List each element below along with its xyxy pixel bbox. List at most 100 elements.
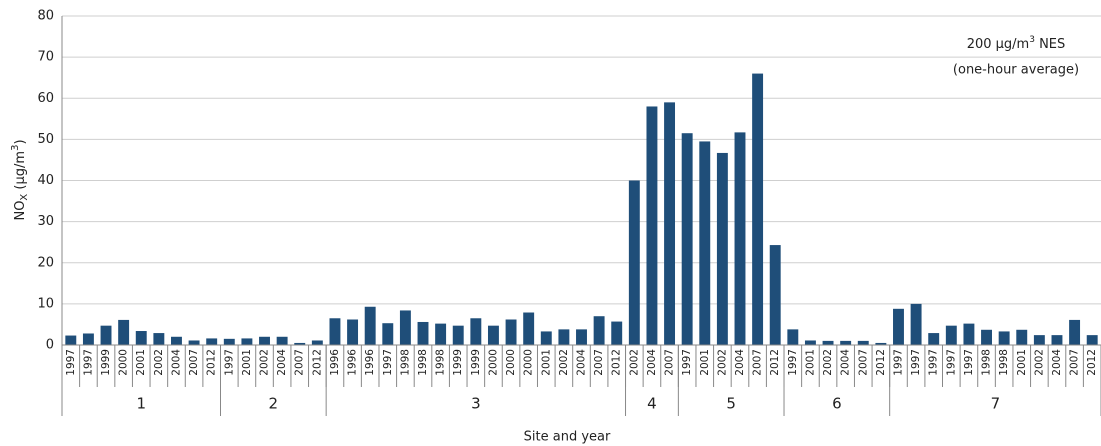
x-tick-label: 2012: [769, 349, 781, 376]
y-title-part: ): [13, 139, 28, 144]
bar: [347, 319, 359, 345]
bar: [664, 102, 676, 345]
bar: [382, 323, 394, 345]
group-label: 6: [832, 395, 842, 413]
x-tick-label: 2000: [523, 349, 535, 376]
x-tick-label: 2012: [875, 349, 887, 376]
bar: [399, 310, 411, 345]
x-tick-label: 1998: [417, 349, 429, 376]
x-tick-label: 1997: [787, 349, 799, 376]
bar: [100, 325, 112, 345]
x-tick-label: 1996: [329, 349, 341, 376]
x-tick-label: 2012: [611, 349, 623, 376]
x-tick-label: 2002: [716, 349, 728, 376]
bar: [1016, 329, 1028, 345]
x-tick-label: 1997: [928, 349, 940, 376]
y-tick-label: 60: [37, 91, 54, 106]
x-tick-label: 2012: [206, 349, 218, 376]
y-title-part: NO: [13, 201, 28, 221]
x-tick-label: 2002: [259, 349, 271, 376]
x-tick-label: 1996: [347, 349, 359, 376]
y-tick-label: 30: [37, 214, 54, 229]
bar: [928, 333, 940, 345]
x-tick-label: 2007: [294, 349, 306, 376]
bar: [752, 73, 764, 345]
x-tick-label: 1998: [981, 349, 993, 376]
group-label: 5: [726, 395, 736, 413]
x-tick-label: 1998: [435, 349, 447, 376]
bar: [769, 245, 781, 345]
bar: [487, 325, 499, 345]
x-tick-label: 1997: [963, 349, 975, 376]
y-title-part: (µg/m: [13, 151, 28, 194]
x-tick-label: 2002: [1033, 349, 1045, 376]
bar: [716, 152, 728, 345]
bar: [593, 316, 605, 345]
bar: [540, 331, 552, 345]
bar: [1033, 335, 1045, 345]
bar: [276, 336, 288, 345]
x-tick-label: 2007: [593, 349, 605, 376]
x-tick-label: 2007: [664, 349, 676, 376]
bar: [681, 133, 693, 345]
x-tick-label: 1998: [399, 349, 411, 376]
group-label: 7: [991, 395, 1001, 413]
group-label: 1: [136, 395, 146, 413]
x-tick-label: 2012: [1086, 349, 1098, 376]
x-tick-label: 1997: [892, 349, 904, 376]
x-tick-label: 1999: [452, 349, 464, 376]
bar: [223, 338, 235, 345]
bar: [576, 329, 587, 345]
bar: [998, 331, 1010, 345]
x-tick-label: 2007: [752, 349, 764, 376]
bar: [435, 323, 447, 345]
y-axis-title: NOX (µg/m3): [10, 139, 30, 220]
x-tick-label: 2002: [822, 349, 834, 376]
y-tick-label: 10: [37, 296, 54, 311]
x-tick-label: 1997: [382, 349, 394, 376]
bar: [523, 312, 535, 345]
x-tick-label: 2004: [576, 349, 588, 376]
bar: [734, 132, 746, 345]
annotation-part: 200 µg/m: [967, 37, 1030, 52]
x-tick-label: 1997: [910, 349, 922, 376]
y-tick-label: 50: [37, 132, 54, 147]
y-tick-label: 40: [37, 173, 54, 188]
bar: [1086, 335, 1098, 345]
bar: [153, 333, 165, 345]
bar: [188, 340, 200, 345]
bar: [470, 318, 482, 345]
bar: [452, 325, 464, 345]
bar: [417, 321, 429, 345]
x-tick-label: 1997: [223, 349, 235, 376]
bar: [118, 319, 130, 345]
bar: [171, 336, 182, 345]
bar: [699, 141, 711, 345]
y-tick-label: 80: [37, 9, 54, 24]
y-title-sup: 3: [10, 145, 21, 151]
bar: [840, 340, 852, 345]
bar: [505, 319, 517, 345]
bar: [857, 340, 869, 345]
x-tick-label: 2004: [840, 349, 852, 376]
x-tick-label: 2004: [734, 349, 746, 376]
x-tick-label: 2004: [1051, 349, 1063, 376]
y-tick-label: 20: [37, 255, 54, 270]
x-tick-label: 2000: [118, 349, 130, 376]
x-tick-label: 2007: [188, 349, 200, 376]
bar: [135, 331, 147, 345]
annotation-sup: 3: [1029, 35, 1035, 45]
annotation: (one-hour average): [953, 63, 1079, 78]
bar: [65, 335, 77, 345]
bar: [82, 333, 94, 345]
x-tick-label: 2001: [241, 349, 253, 376]
x-tick-label: 1997: [681, 349, 693, 376]
x-tick-label: 1997: [945, 349, 957, 376]
bar: [311, 340, 323, 345]
annotation: 200 µg/m3 NES: [967, 35, 1066, 52]
x-tick-label: 2007: [857, 349, 869, 376]
x-tick-label: 2000: [487, 349, 499, 376]
x-tick-label: 2007: [1069, 349, 1081, 376]
x-tick-label: 2004: [276, 349, 288, 376]
